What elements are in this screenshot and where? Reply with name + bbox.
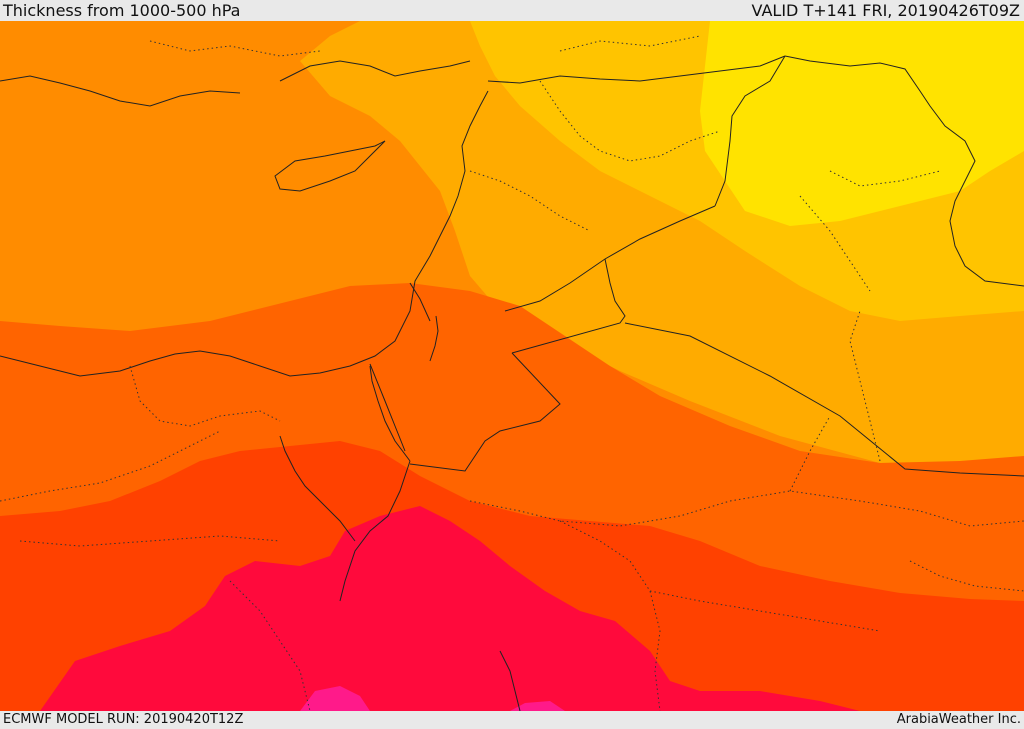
band-crimson <box>40 506 860 711</box>
thickness-map <box>0 21 1024 711</box>
band-yellow <box>700 21 1024 226</box>
political-borders <box>369 55 1024 477</box>
model-run: ECMWF MODEL RUN: 20190420T12Z <box>3 712 244 727</box>
header-bar: Thickness from 1000-500 hPa VALID T+141 … <box>0 0 1024 21</box>
valid-time: VALID T+141 FRI, 20190426T09Z <box>751 1 1020 20</box>
internal-borders <box>0 35 1024 711</box>
credit: ArabiaWeather Inc. <box>896 712 1021 727</box>
band-magenta <box>300 686 565 711</box>
map-title: Thickness from 1000-500 hPa <box>3 1 241 20</box>
footer-bar: ECMWF MODEL RUN: 20190420T12Z ArabiaWeat… <box>0 711 1024 729</box>
coastlines <box>0 60 521 711</box>
